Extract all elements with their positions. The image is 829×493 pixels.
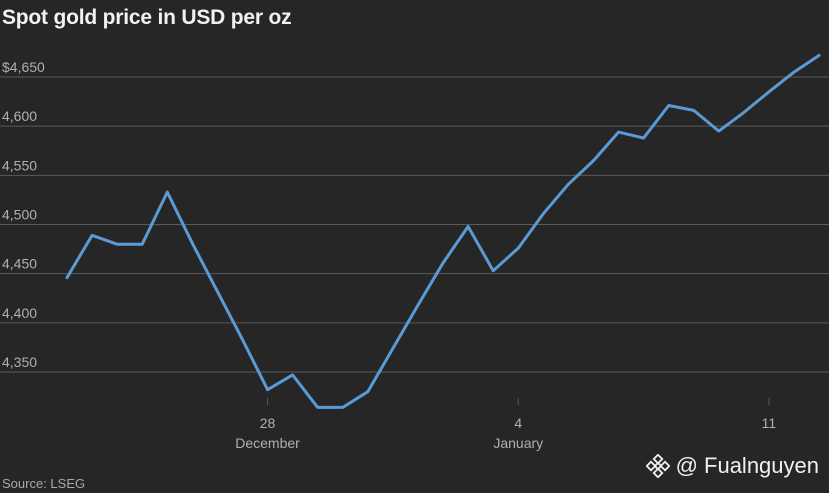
binance-logo-icon bbox=[645, 454, 670, 478]
x-tick-sublabel: January bbox=[493, 435, 543, 451]
x-tick-label: 4 bbox=[514, 415, 522, 431]
chart-title: Spot gold price in USD per oz bbox=[2, 6, 292, 29]
x-tick-label: 11 bbox=[762, 415, 777, 431]
source-note: Source: LSEG bbox=[2, 476, 86, 491]
y-tick-label: 4,350 bbox=[2, 354, 37, 370]
x-axis-ticks: 28December4January1118 bbox=[235, 398, 777, 451]
watermark: @ Fualnguyen bbox=[645, 453, 819, 479]
y-tick-label: $4,650 bbox=[2, 59, 45, 75]
gold-price-line bbox=[65, 53, 821, 409]
price-series bbox=[65, 53, 821, 409]
gridlines bbox=[0, 76, 829, 373]
y-tick-label: 4,450 bbox=[2, 256, 37, 272]
y-tick-label: 4,400 bbox=[2, 305, 37, 321]
watermark-handle: @ Fualnguyen bbox=[675, 453, 819, 478]
y-tick-label: 4,500 bbox=[2, 207, 37, 223]
x-tick-label: 28 bbox=[260, 415, 276, 431]
x-tick-sublabel: December bbox=[235, 435, 300, 451]
y-tick-label: 4,600 bbox=[2, 108, 37, 124]
y-axis-ticks: 4,350 4,400 4,450 4,500 4,550 4,600 $4,650 bbox=[2, 59, 45, 370]
y-tick-label: 4,550 bbox=[2, 157, 37, 173]
